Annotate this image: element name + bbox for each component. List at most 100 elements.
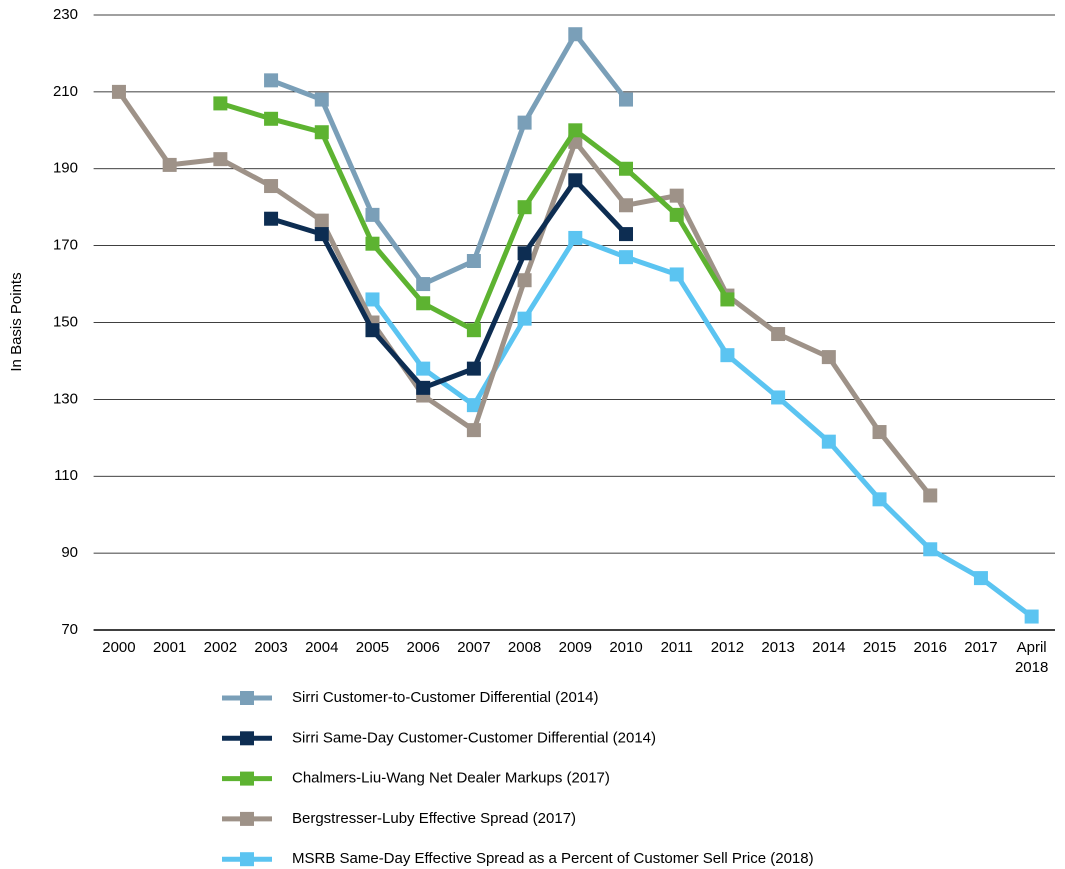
legend-label: MSRB Same-Day Effective Spread as a Perc… <box>292 850 814 867</box>
y-tick-label: 90 <box>61 544 78 561</box>
marker <box>264 179 279 194</box>
x-tick-label: 2001 <box>153 639 186 656</box>
y-tick-label: 210 <box>53 83 78 100</box>
x-tick-label: 2012 <box>711 639 744 656</box>
marker <box>720 292 735 307</box>
marker <box>1024 609 1039 624</box>
marker <box>923 542 938 557</box>
marker <box>264 211 279 226</box>
marker <box>314 227 329 242</box>
series <box>365 230 1039 624</box>
x-tick-label: 2014 <box>812 639 845 656</box>
marker <box>619 227 634 242</box>
series-line <box>370 235 1034 619</box>
x-tick-label: 2011 <box>661 639 693 656</box>
marker <box>771 327 786 342</box>
marker <box>568 123 583 138</box>
marker <box>568 173 583 188</box>
marker <box>416 277 431 292</box>
x-tick-label: 2003 <box>254 639 287 656</box>
marker <box>923 488 938 503</box>
marker <box>365 236 380 251</box>
y-tick-label: 190 <box>53 160 78 177</box>
marker <box>669 188 684 203</box>
series-line <box>270 177 628 391</box>
legend-label: Bergstresser-Luby Effective Spread (2017… <box>292 810 576 827</box>
marker <box>162 157 177 172</box>
y-tick-label: 130 <box>53 390 78 407</box>
x-tick-label: April 2018 <box>1015 639 1048 676</box>
marker <box>213 152 228 167</box>
marker <box>365 292 380 307</box>
y-axis-label: In Basis Points <box>8 272 25 371</box>
marker <box>821 434 836 449</box>
marker <box>619 92 634 107</box>
marker <box>669 267 684 282</box>
y-tick-label: 150 <box>53 313 78 330</box>
marker <box>264 111 279 126</box>
marker <box>619 250 634 265</box>
legend-label: Sirri Customer-to-Customer Differential … <box>292 689 598 706</box>
x-tick-label: 2017 <box>964 639 997 656</box>
series <box>111 84 938 503</box>
series <box>264 173 634 395</box>
marker <box>416 296 431 311</box>
series <box>213 96 735 338</box>
series-line <box>116 90 933 498</box>
marker <box>213 96 228 111</box>
x-tick-label: 2015 <box>863 639 896 656</box>
marker <box>517 115 532 130</box>
marker <box>111 84 126 99</box>
marker <box>872 425 887 440</box>
x-tick-label: 2013 <box>761 639 794 656</box>
marker <box>872 492 887 507</box>
marker <box>365 207 380 222</box>
marker <box>416 380 431 395</box>
y-tick-label: 70 <box>61 621 78 638</box>
marker <box>517 311 532 326</box>
series-line <box>219 101 730 333</box>
marker <box>264 73 279 88</box>
y-tick-label: 230 <box>53 6 78 23</box>
marker <box>568 230 583 245</box>
legend-marker <box>240 731 254 746</box>
marker <box>365 323 380 338</box>
x-tick-label: 2016 <box>914 639 947 656</box>
legend-marker <box>240 811 254 826</box>
marker <box>416 361 431 376</box>
x-tick-label: 2010 <box>609 639 642 656</box>
x-tick-label: 2002 <box>204 639 237 656</box>
legend-marker <box>240 771 254 786</box>
marker <box>466 361 481 376</box>
x-tick-label: 2000 <box>102 639 135 656</box>
x-tick-label: 2005 <box>356 639 389 656</box>
marker <box>314 213 329 228</box>
marker <box>314 92 329 107</box>
legend-label: Sirri Same-Day Customer-Customer Differe… <box>292 729 656 746</box>
x-tick-label: 2007 <box>457 639 490 656</box>
marker <box>517 200 532 215</box>
marker <box>771 390 786 405</box>
marker <box>466 254 481 268</box>
series <box>264 27 634 292</box>
marker <box>619 198 634 213</box>
marker <box>821 350 836 365</box>
marker <box>517 273 532 288</box>
marker <box>466 398 481 413</box>
marker <box>314 125 329 140</box>
series-line <box>270 31 628 287</box>
x-tick-label: 2008 <box>508 639 541 656</box>
legend-marker <box>240 691 254 705</box>
marker <box>517 246 532 261</box>
x-tick-label: 2006 <box>406 639 439 656</box>
marker <box>669 207 684 222</box>
x-tick-label: 2009 <box>559 639 592 656</box>
marker <box>720 348 735 363</box>
legend-label: Chalmers-Liu-Wang Net Dealer Markups (20… <box>292 770 610 787</box>
marker <box>466 323 481 338</box>
marker <box>466 423 481 438</box>
x-tick-label: 2004 <box>305 639 338 656</box>
legend-marker <box>240 852 254 867</box>
marker <box>619 161 634 176</box>
